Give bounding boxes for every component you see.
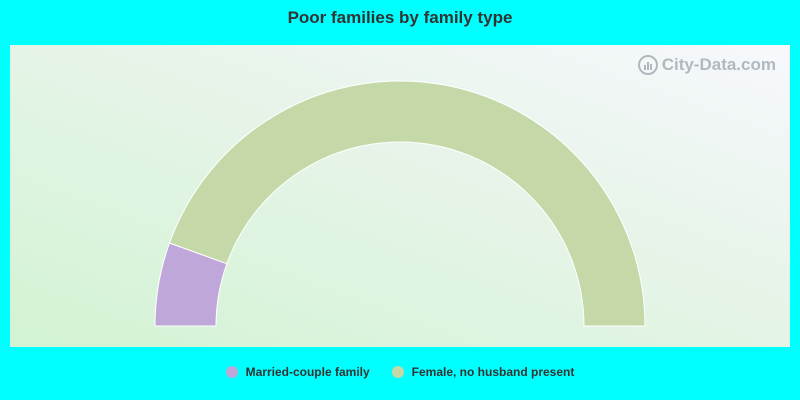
legend-label: Married-couple family — [245, 365, 370, 379]
watermark-text: City-Data.com — [661, 55, 776, 74]
watermark: City-Data.com — [637, 55, 776, 75]
legend-swatch — [225, 366, 238, 378]
chart-title: Poor families by family type — [287, 8, 513, 27]
legend-item-married-couple: Married-couple family — [225, 365, 370, 379]
chart-legend: Married-couple family Female, no husband… — [0, 365, 800, 379]
city-data-logo-icon — [637, 55, 658, 75]
legend-item-female-no-husband: Female, no husband present — [391, 365, 575, 379]
legend-swatch — [391, 366, 404, 378]
legend-label: Female, no husband present — [411, 365, 575, 379]
donut-slice-1 — [168, 80, 646, 327]
